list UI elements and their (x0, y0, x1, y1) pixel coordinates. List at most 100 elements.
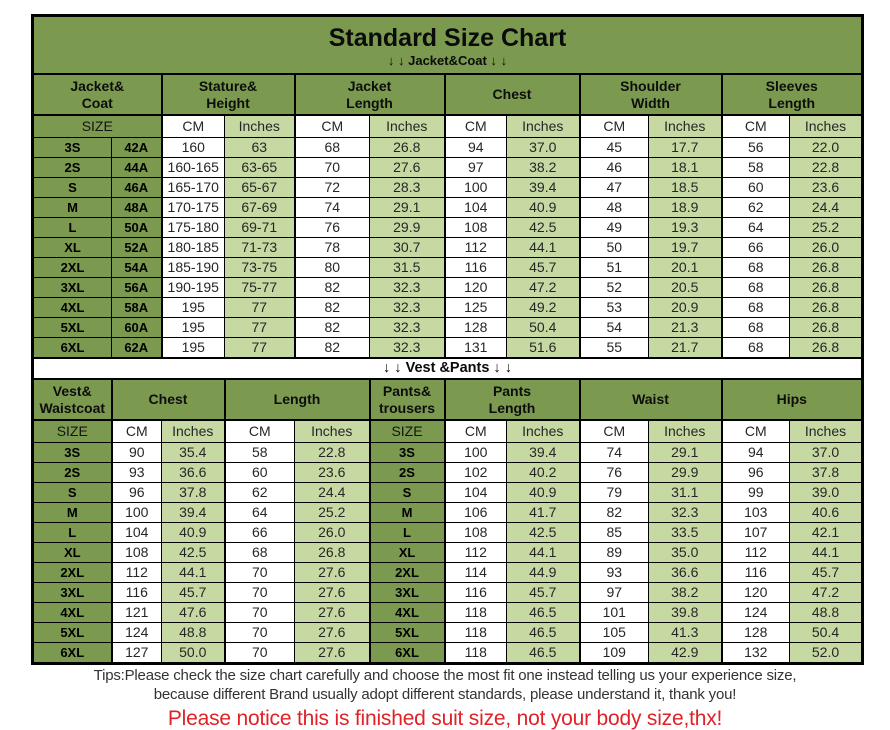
inches-column-header: Inches (789, 114, 863, 138)
jacket-group-header: Shoulder Width (578, 73, 722, 116)
vest-size-row: S 96 37.8 62 24.4 S 104 40.9 79 31.1 99 39.0 (32, 482, 863, 503)
value-cell: 19.3 (648, 217, 722, 238)
value-cell: 97 (578, 582, 649, 603)
value-cell: 99 (720, 482, 790, 503)
value-cell: 160 (160, 137, 225, 158)
inches-column-header: Inches (648, 114, 722, 138)
cm-column-header: CM (720, 114, 790, 138)
value-cell: 101 (578, 602, 649, 623)
value-cell: 46.5 (506, 622, 580, 643)
jacket-size-row: M 48A 170-175 67-69 74 29.1 104 40.9 48 18.9 62 24.… (32, 197, 863, 218)
value-cell: 30.7 (369, 237, 445, 258)
value-cell: 118 (443, 642, 507, 664)
jacket-group-header: Jacket& Coat (32, 73, 162, 116)
value-cell: 24.4 (294, 482, 370, 503)
size-label-cell: 2S (32, 462, 112, 483)
value-cell: 42.1 (789, 522, 863, 543)
value-cell: 42.9 (648, 642, 722, 664)
cm-column-header: CM (578, 114, 649, 138)
value-cell: 23.6 (789, 177, 863, 198)
size-label-cell: S (32, 482, 112, 503)
value-cell: 25.2 (294, 502, 370, 523)
size-label-cell: S (32, 177, 112, 198)
value-cell: 82 (578, 502, 649, 523)
value-cell: 31.5 (369, 257, 445, 278)
cm-column-header: CM (443, 419, 507, 443)
value-cell: 48.8 (161, 622, 225, 643)
size-label-cell: 56A (111, 277, 162, 298)
vest-pants-banner: ↓ ↓ Vest &Pants ↓ ↓ (32, 357, 863, 380)
jacket-size-row: 2XL 54A 185-190 73-75 80 31.5 116 45.7 51 20.1 68 2… (32, 257, 863, 278)
value-cell: 185-190 (160, 257, 225, 278)
value-cell: 52.0 (789, 642, 863, 664)
value-cell: 70 (223, 642, 295, 664)
value-cell: 29.1 (369, 197, 445, 218)
size-column-header: SIZE (32, 114, 162, 138)
vest-size-row: L 104 40.9 66 26.0 L 108 42.5 85 33.5 107 42.1 (32, 522, 863, 543)
value-cell: 124 (110, 622, 162, 643)
value-cell: 82 (293, 337, 370, 359)
value-cell: 160-165 (160, 157, 225, 178)
value-cell: 29.9 (369, 217, 445, 238)
vest-group-header: Hips (720, 378, 863, 421)
jacket-group-header: Jacket Length (293, 73, 445, 116)
value-cell: 68 (720, 317, 790, 338)
separator-row: ↓ ↓ Vest &Pants ↓ ↓ (32, 357, 863, 380)
value-cell: 82 (293, 317, 370, 338)
vest-size-row: 2XL 112 44.1 70 27.6 2XL 114 44.9 93 36.6 116 45.7 (32, 562, 863, 583)
value-cell: 42.5 (506, 217, 580, 238)
value-cell: 96 (720, 462, 790, 483)
inches-column-header: Inches (648, 419, 722, 443)
value-cell: 68 (720, 257, 790, 278)
value-cell: 45.7 (506, 257, 580, 278)
jacket-table-body: 3S 42A 160 63 68 26.8 94 37.0 45 17.7 56 22.0 2S 44A 1… (32, 137, 863, 359)
value-cell: 42.5 (161, 542, 225, 563)
value-cell: 79 (578, 482, 649, 503)
value-cell: 100 (110, 502, 162, 523)
value-cell: 75-77 (224, 277, 295, 298)
value-cell: 62 (223, 482, 295, 503)
value-cell: 100 (443, 442, 507, 463)
value-cell: 18.9 (648, 197, 722, 218)
value-cell: 78 (293, 237, 370, 258)
value-cell: 28.3 (369, 177, 445, 198)
value-cell: 68 (223, 542, 295, 563)
value-cell: 46.5 (506, 602, 580, 623)
value-cell: 41.3 (648, 622, 722, 643)
value-cell: 118 (443, 602, 507, 623)
value-cell: 108 (443, 522, 507, 543)
value-cell: 85 (578, 522, 649, 543)
value-cell: 65-67 (224, 177, 295, 198)
value-cell: 54 (578, 317, 649, 338)
value-cell: 18.5 (648, 177, 722, 198)
cm-column-header: CM (223, 419, 295, 443)
value-cell: 39.4 (506, 442, 580, 463)
title-cell: Standard Size Chart ↓ ↓ Jacket&Coat ↓ ↓ (32, 15, 863, 75)
value-cell: 47.2 (789, 582, 863, 603)
value-cell: 37.8 (161, 482, 225, 503)
value-cell: 51.6 (506, 337, 580, 359)
inches-column-header: Inches (506, 114, 580, 138)
value-cell: 27.6 (294, 602, 370, 623)
vest-size-row: 5XL 124 48.8 70 27.6 5XL 118 46.5 105 41.3 128 50.4 (32, 622, 863, 643)
value-cell: 71-73 (224, 237, 295, 258)
value-cell: 89 (578, 542, 649, 563)
value-cell: 39.0 (789, 482, 863, 503)
value-cell: 116 (110, 582, 162, 603)
value-cell: 67-69 (224, 197, 295, 218)
size-label-cell: 3XL (32, 277, 112, 298)
value-cell: 31.1 (648, 482, 722, 503)
value-cell: 109 (578, 642, 649, 664)
size-column-header: SIZE (32, 419, 112, 443)
value-cell: 80 (293, 257, 370, 278)
vest-size-row: 4XL 121 47.6 70 27.6 4XL 118 46.5 101 39.8 124 48.8 (32, 602, 863, 623)
value-cell: 108 (110, 542, 162, 563)
inches-column-header: Inches (224, 114, 295, 138)
value-cell: 22.8 (789, 157, 863, 178)
value-cell: 58 (223, 442, 295, 463)
value-cell: 45.7 (161, 582, 225, 603)
size-label-cell: 5XL (368, 622, 445, 643)
value-cell: 25.2 (789, 217, 863, 238)
value-cell: 47 (578, 177, 649, 198)
value-cell: 26.8 (294, 542, 370, 563)
